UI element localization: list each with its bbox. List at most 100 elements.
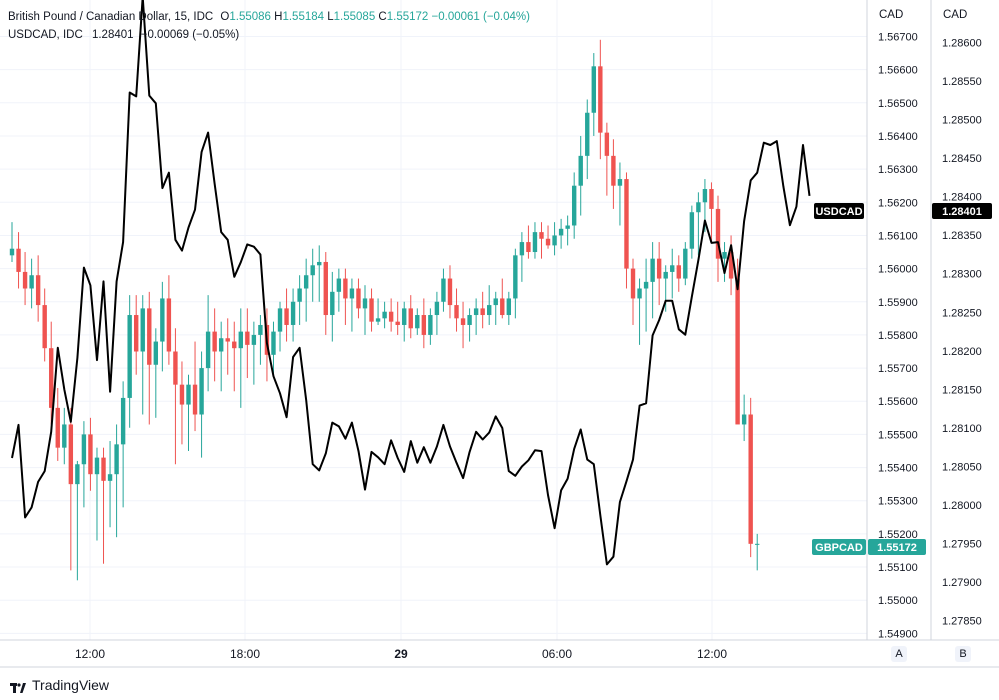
candle: [290, 288, 296, 342]
candle: [670, 248, 675, 299]
candle-body: [447, 278, 453, 306]
candle-body: [166, 298, 172, 352]
scale-b-button[interactable]: B: [955, 646, 971, 662]
gbpcad-tick-label: 1.55800: [878, 330, 918, 342]
candle-body: [388, 311, 394, 322]
candle-body: [709, 189, 714, 209]
usdcad-tick-label: 1.27850: [942, 616, 982, 628]
usdcad-tick-label: 1.28350: [942, 230, 982, 242]
gbpcad-tick-label: 1.54900: [878, 628, 918, 640]
candle-body: [212, 331, 217, 352]
candle-body: [578, 155, 583, 186]
scale-a-button[interactable]: A: [891, 646, 907, 662]
legend-gbpcad: British Pound / Canadian Dollar, 15, IDC…: [8, 11, 530, 23]
legend-usdcad-change: −0.00069 (−0.05%): [140, 29, 240, 41]
legend-usdcad-name: USDCAD, IDC: [8, 29, 83, 41]
usdcad-tick-label: 1.27900: [942, 577, 982, 589]
candle: [624, 172, 629, 289]
candle-body: [493, 298, 498, 306]
candle: [487, 285, 492, 325]
candle: [395, 301, 400, 335]
candle: [205, 295, 211, 392]
candle: [179, 361, 185, 445]
legend-h-label: H: [274, 11, 283, 23]
candle-body: [467, 315, 472, 325]
candle: [709, 182, 714, 243]
gbpcad-tag-label-bg: [812, 539, 866, 555]
candle: [199, 351, 204, 458]
gbpcad-tick-label: 1.55900: [878, 297, 918, 309]
candle: [362, 285, 368, 335]
candle-body: [238, 331, 243, 349]
candle-body: [277, 308, 283, 332]
time-tick-labels: 12:00 18:00 29 06:00 12:00: [75, 647, 727, 661]
candle: [218, 321, 224, 392]
candle: [356, 278, 361, 319]
candle-body: [68, 424, 74, 485]
candle-body: [199, 368, 204, 415]
candle-body: [9, 248, 15, 256]
usdcad-tick-label: 1.28300: [942, 269, 982, 281]
time-tick-label: 12:00: [75, 647, 105, 661]
legend-usdcad: USDCAD, IDC 1.28401 −0.00069 (−0.05%): [8, 29, 239, 41]
gbpcad-tick-label: 1.56600: [878, 65, 918, 77]
usdcad-tick-label: 1.28150: [942, 384, 982, 396]
usdcad-tick-label: 1.28100: [942, 423, 982, 435]
candle: [480, 291, 485, 329]
candle: [532, 222, 538, 259]
candle-body: [611, 155, 616, 186]
time-tick-label: 29: [394, 647, 408, 661]
candle: [153, 328, 159, 418]
candle-body: [532, 232, 538, 253]
candle: [545, 225, 551, 249]
candle: [35, 255, 41, 322]
candle-body: [428, 315, 433, 335]
candle-body: [22, 271, 28, 289]
gbpcad-tick-label: 1.55300: [878, 496, 918, 508]
usdcad-tick-label: 1.27950: [942, 539, 982, 551]
tradingview-logo-icon: [10, 680, 26, 693]
candle: [42, 288, 47, 362]
usdcad-tick-label: 1.28500: [942, 115, 982, 127]
candle-body: [741, 414, 747, 425]
candle: [107, 441, 113, 528]
candle: [558, 218, 564, 249]
candle: [49, 321, 54, 425]
gbpcad-tick-label: 1.55200: [878, 529, 918, 541]
candle: [604, 122, 610, 196]
candle-body: [88, 434, 93, 475]
gbpcad-tag-value: 1.55172: [877, 542, 917, 554]
candle: [375, 298, 381, 325]
gbpcad-tag-value-bg: [868, 539, 926, 555]
candle-body: [303, 275, 309, 289]
candle-body: [545, 238, 551, 246]
candle-body: [81, 434, 87, 465]
candle: [447, 265, 453, 319]
candle: [441, 268, 446, 312]
candle-body: [434, 301, 440, 316]
candle: [245, 308, 250, 379]
candle: [186, 374, 191, 451]
candle-body: [598, 66, 603, 133]
candle: [297, 275, 302, 325]
candle-body: [297, 288, 302, 302]
candle-body: [630, 268, 636, 299]
gbpcad-tick-label: 1.56100: [878, 230, 918, 242]
gbpcad-tick-label: 1.56700: [878, 31, 918, 43]
candle-body: [637, 288, 642, 299]
candle-body: [271, 331, 276, 355]
legend-high: 1.55184: [282, 11, 325, 23]
candle-body: [349, 288, 355, 299]
candle: [303, 258, 309, 322]
usdcad-tick-label: 1.28550: [942, 76, 982, 88]
legend-change: −0.00061 (−0.04%): [431, 11, 530, 23]
candle-body: [591, 66, 596, 113]
candle-body: [526, 242, 531, 253]
candle: [388, 298, 394, 332]
candle: [323, 252, 328, 335]
gbpcad-tick-label: 1.56200: [878, 197, 918, 209]
candle: [467, 308, 472, 342]
candle-body: [382, 311, 387, 319]
footer: TradingView: [10, 677, 109, 693]
